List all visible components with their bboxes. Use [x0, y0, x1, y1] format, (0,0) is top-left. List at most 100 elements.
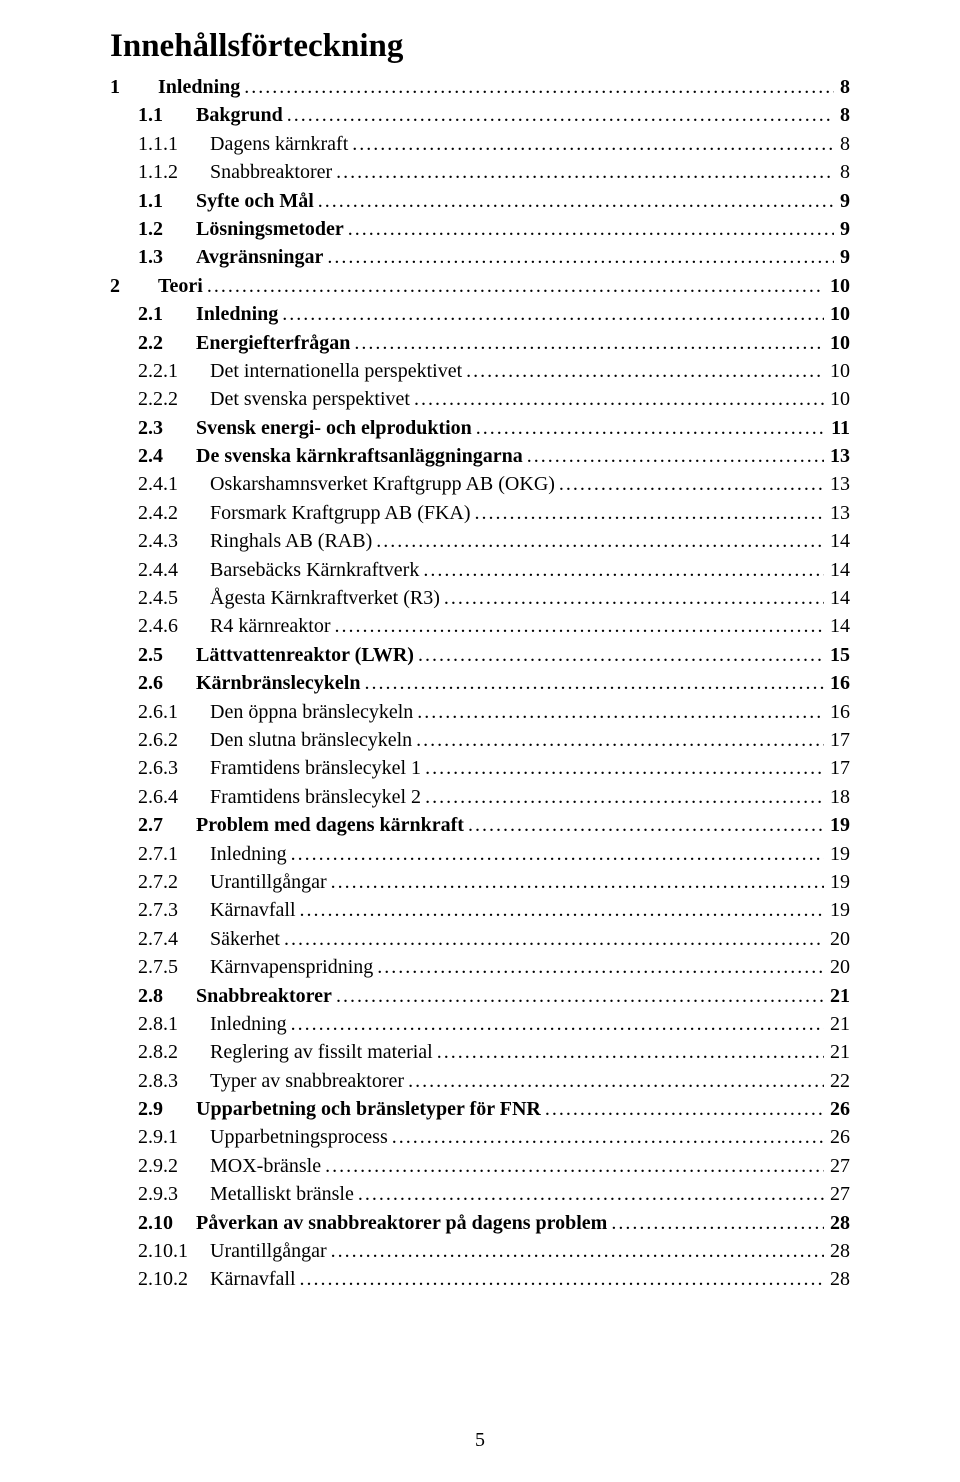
toc-page: 16	[828, 698, 850, 726]
toc-number: 2.4.2	[138, 499, 198, 527]
toc-label: 2.9.2MOX-bränsle	[138, 1152, 321, 1180]
toc-text: Metalliskt bränsle	[210, 1183, 354, 1205]
toc-entry: 1.1.1Dagens kärnkraft 8	[110, 130, 850, 158]
toc-label: 1.3Avgränsningar	[138, 243, 323, 271]
toc-text: Typer av snabbreaktorer	[210, 1070, 404, 1092]
toc-label: 2.6.1Den öppna bränslecykeln	[138, 698, 413, 726]
toc-label: 2.6.3Framtidens bränslecykel 1	[138, 754, 421, 782]
toc-leader	[476, 414, 825, 442]
toc-page: 20	[828, 925, 850, 953]
toc-page: 20	[828, 953, 850, 981]
toc-leader	[527, 442, 824, 470]
toc-leader	[475, 499, 824, 527]
toc-number: 1.2	[138, 215, 182, 243]
toc-text: De svenska kärnkraftsanläggningarna	[196, 445, 523, 467]
toc-label: 1.1.2Snabbreaktorer	[138, 158, 332, 186]
toc-number: 2.6.1	[138, 698, 198, 726]
toc-page: 14	[828, 612, 850, 640]
toc-number: 2.7.5	[138, 953, 198, 981]
toc-leader	[325, 1152, 824, 1180]
toc-leader	[282, 300, 824, 328]
toc-number: 2	[110, 272, 138, 300]
toc-number: 2.4.5	[138, 584, 198, 612]
toc-number: 2.7	[138, 811, 182, 839]
toc-number: 2.2.2	[138, 385, 198, 413]
toc-page: 19	[828, 868, 850, 896]
toc-leader	[335, 612, 824, 640]
toc-entry: 2.4.5Ågesta Kärnkraftverket (R3) 14	[110, 584, 850, 612]
toc-page: 28	[828, 1265, 850, 1293]
toc-number: 2.7.2	[138, 868, 198, 896]
toc-label: 1.1Syfte och Mål	[138, 187, 314, 215]
toc-number: 1.1.2	[138, 158, 198, 186]
toc-number: 2.6.3	[138, 754, 198, 782]
toc-text: Avgränsningar	[196, 246, 323, 268]
toc-text: Kärnavfall	[210, 899, 296, 921]
toc-number: 2.10.2	[138, 1265, 198, 1293]
toc-page: 9	[838, 187, 850, 215]
toc-label: 2.4.5Ågesta Kärnkraftverket (R3)	[138, 584, 440, 612]
toc-text: Dagens kärnkraft	[210, 133, 348, 155]
toc-page: 17	[828, 726, 850, 754]
toc-label: 2.7.5 Kärnvapenspridning	[138, 953, 373, 981]
toc-text: Urantillgångar	[210, 871, 327, 893]
toc-page: 28	[828, 1209, 850, 1237]
toc-leader	[331, 868, 824, 896]
toc-entry: 2.8.3Typer av snabbreaktorer 22	[110, 1067, 850, 1095]
toc-entry: 2.10Påverkan av snabbreaktorer på dagens…	[110, 1209, 850, 1237]
toc-page: 17	[828, 754, 850, 782]
toc-number: 2.4	[138, 442, 182, 470]
toc-entry: 2.6.4Framtidens bränslecykel 2 18	[110, 783, 850, 811]
toc-label: 2.9Upparbetning och bränsletyper för FNR	[138, 1095, 541, 1123]
toc-text: Kärnavfall	[210, 1268, 296, 1290]
toc-number: 2.8.3	[138, 1067, 198, 1095]
toc-label: 2.6.2Den slutna bränslecykeln	[138, 726, 412, 754]
toc-number: 2.2	[138, 329, 182, 357]
toc-number: 2.7.4	[138, 925, 198, 953]
toc-label: 2.1Inledning	[138, 300, 278, 328]
toc-leader	[425, 783, 824, 811]
toc-text: Energiefterfrågan	[196, 332, 350, 354]
toc-text: Lösningsmetoder	[196, 218, 344, 240]
toc-entry: 2.7Problem med dagens kärnkraft 19	[110, 811, 850, 839]
toc-label: 2.10.2 Kärnavfall	[138, 1265, 296, 1293]
toc-number: 2.9.2	[138, 1152, 198, 1180]
toc-entry: 2.4.2Forsmark Kraftgrupp AB (FKA) 13	[110, 499, 850, 527]
toc-number: 2.9.3	[138, 1180, 198, 1208]
toc-label: 2.10Påverkan av snabbreaktorer på dagens…	[138, 1209, 607, 1237]
toc-page: 14	[828, 527, 850, 555]
toc-leader	[336, 982, 824, 1010]
toc-number: 2.4.6	[138, 612, 198, 640]
toc-entry: 2.2.2Det svenska perspektivet 10	[110, 385, 850, 413]
toc-page: 21	[828, 982, 850, 1010]
toc-entry: 2.6.3Framtidens bränslecykel 1 17	[110, 754, 850, 782]
toc-text: Kärnvapenspridning	[210, 956, 373, 978]
toc-leader	[327, 243, 834, 271]
toc-page: 10	[828, 329, 850, 357]
toc-text: Inledning	[196, 303, 278, 325]
toc-page: 10	[828, 272, 850, 300]
toc-number: 2.6.4	[138, 783, 198, 811]
table-of-contents: 1Inledning 81.1Bakgrund 81.1.1Dagens kär…	[110, 73, 850, 1294]
toc-leader	[444, 584, 824, 612]
page-number: 5	[0, 1429, 960, 1452]
toc-leader	[300, 1265, 824, 1293]
toc-label: 2.4.1Oskarshamnsverket Kraftgrupp AB (OK…	[138, 470, 555, 498]
toc-number: 2.8	[138, 982, 182, 1010]
toc-entry: 2.4.3Ringhals AB (RAB) 14	[110, 527, 850, 555]
toc-number: 2.3	[138, 414, 182, 442]
toc-page: 10	[828, 385, 850, 413]
toc-leader	[364, 669, 824, 697]
toc-label: 2Teori	[110, 272, 203, 300]
toc-entry: 2.2.1Det internationella perspektivet 10	[110, 357, 850, 385]
toc-label: 2.4 De svenska kärnkraftsanläggningarna	[138, 442, 523, 470]
toc-page: 9	[838, 215, 850, 243]
toc-text: Inledning	[210, 1013, 287, 1035]
toc-page: 19	[828, 811, 850, 839]
toc-entry: 2.2 Energiefterfrågan 10	[110, 329, 850, 357]
toc-label: 2.6Kärnbränslecykeln	[138, 669, 360, 697]
toc-leader	[559, 470, 824, 498]
toc-leader	[437, 1038, 824, 1066]
toc-entry: 1.1Syfte och Mål 9	[110, 187, 850, 215]
toc-entry: 1.1Bakgrund 8	[110, 101, 850, 129]
